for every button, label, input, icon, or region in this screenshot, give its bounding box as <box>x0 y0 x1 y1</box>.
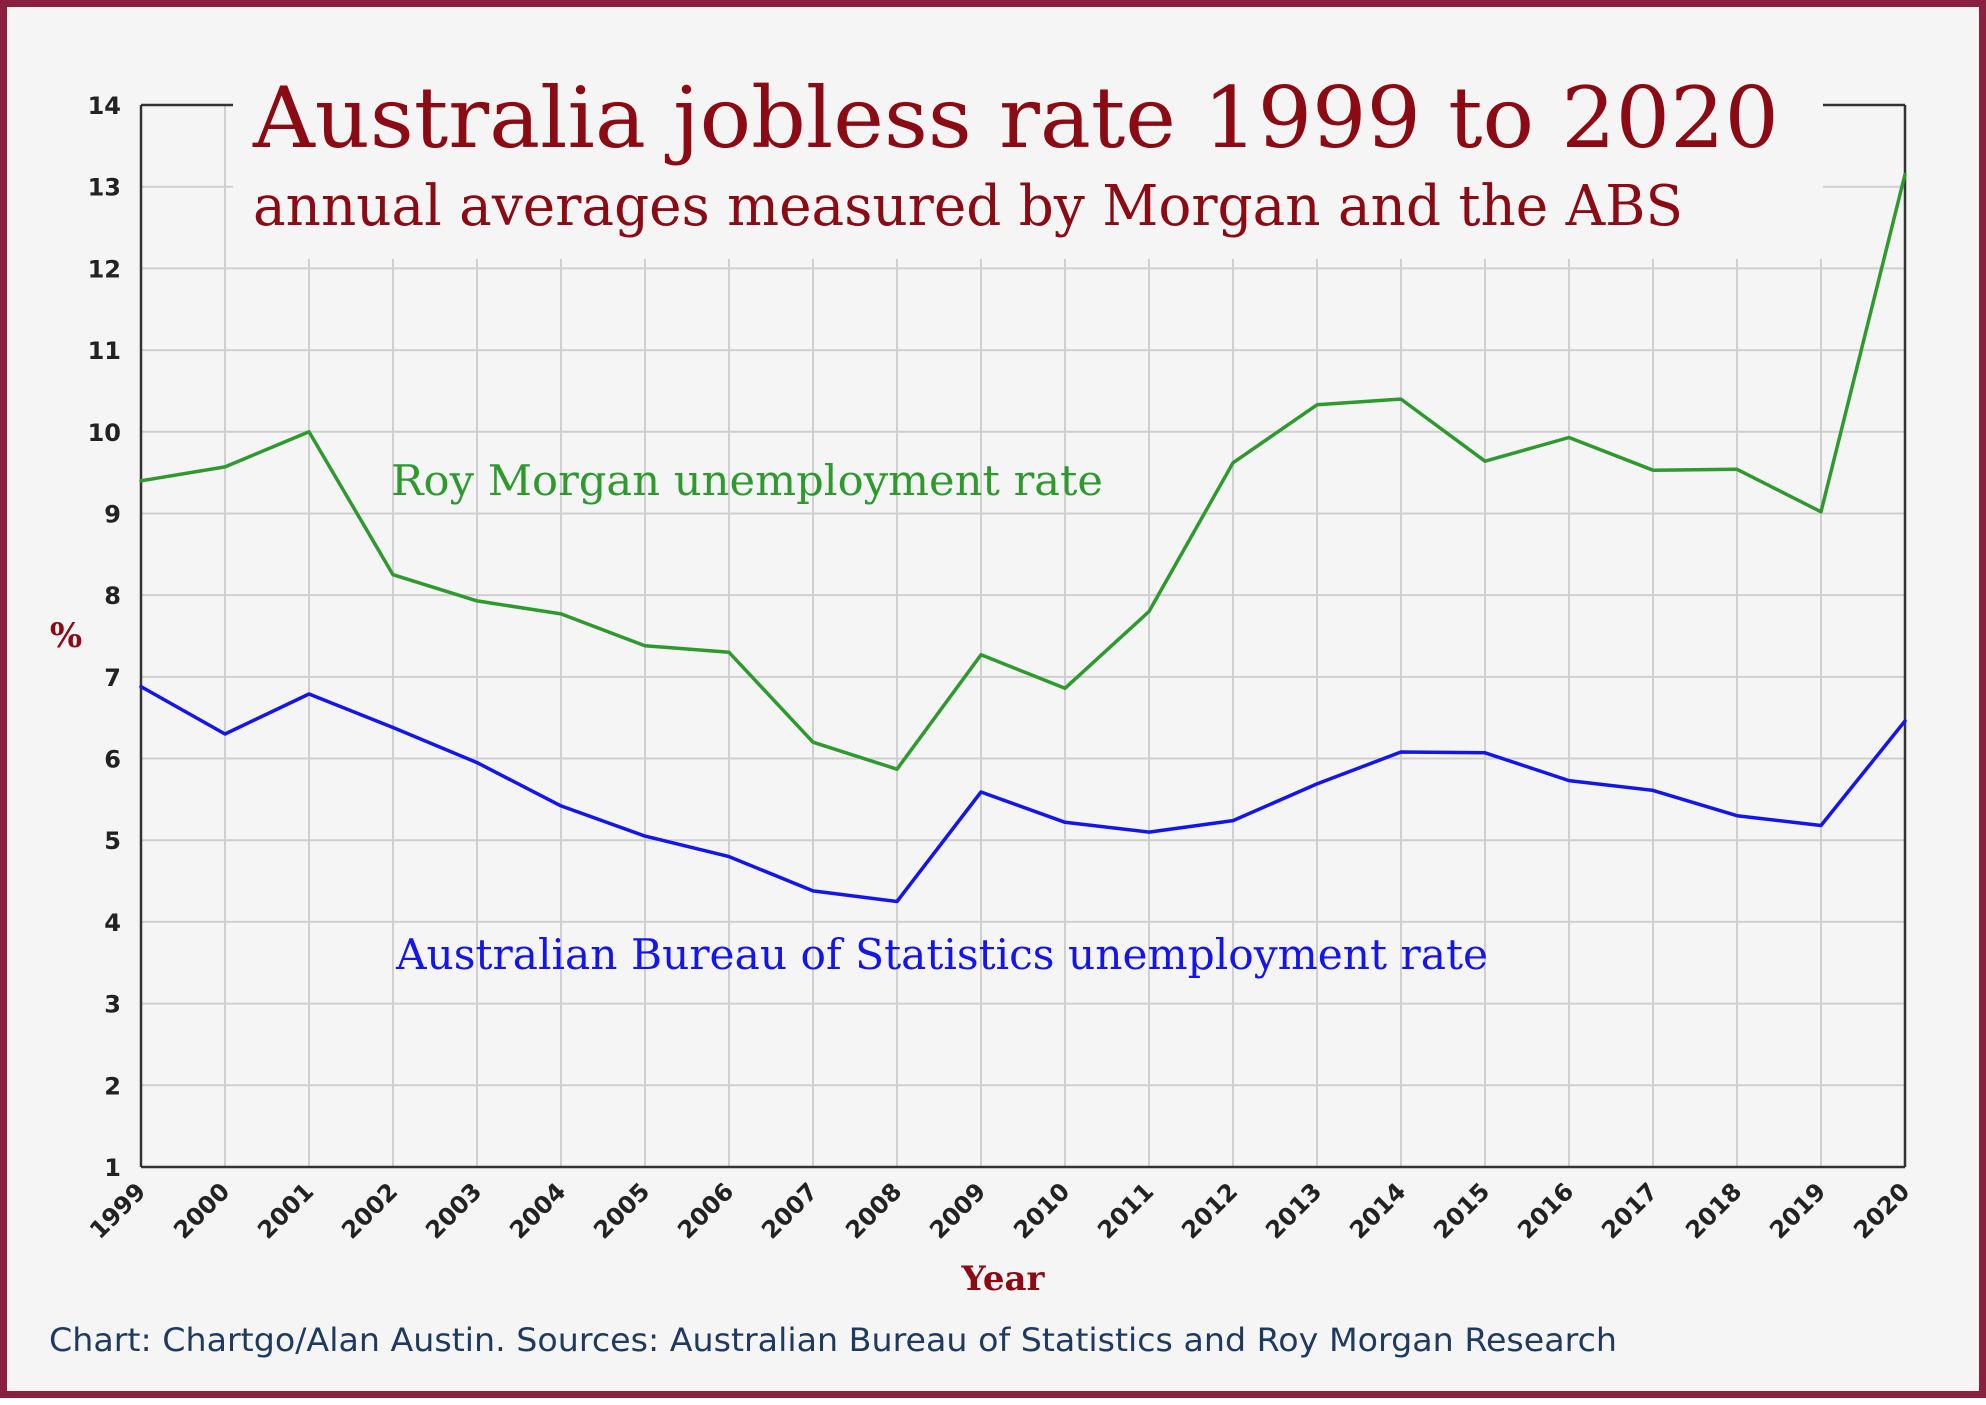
y-tick-label: 10 <box>88 419 121 447</box>
y-tick-label: 4 <box>104 909 121 937</box>
x-tick-label: 2001 <box>252 1177 319 1244</box>
x-tick-label: 2013 <box>1260 1177 1327 1244</box>
y-tick-label: 12 <box>88 255 121 283</box>
y-tick-label: 3 <box>104 991 121 1019</box>
y-tick-label: 7 <box>104 664 121 692</box>
x-tick-label: 2009 <box>924 1177 991 1244</box>
y-tick-label: 5 <box>104 827 121 855</box>
y-tick-label: 1 <box>104 1154 121 1182</box>
source-credit: Chart: Chartgo/Alan Austin. Sources: Aus… <box>49 1321 1617 1359</box>
x-tick-label: 2000 <box>168 1177 235 1244</box>
y-tick-label: 11 <box>88 337 121 365</box>
x-tick-label: 2017 <box>1596 1177 1663 1244</box>
y-tick-label: 6 <box>104 746 121 774</box>
plot-area <box>141 105 1905 1167</box>
y-tick-label: 2 <box>104 1072 121 1100</box>
x-tick-label: 2016 <box>1512 1177 1579 1244</box>
x-tick-label: 2011 <box>1092 1177 1159 1244</box>
y-axis-title: % <box>50 616 82 656</box>
x-tick-labels: 1999 2000 2001 2002 2003 2004 2005 2006 2007 2008… <box>84 1177 1915 1244</box>
x-tick-label: 2018 <box>1680 1177 1747 1244</box>
x-tick-label: 2004 <box>504 1177 571 1244</box>
x-tick-label: 2007 <box>756 1177 823 1244</box>
x-tick-label: 2010 <box>1008 1177 1075 1244</box>
x-tick-label: 2005 <box>588 1177 655 1244</box>
x-tick-label: 2014 <box>1344 1177 1411 1244</box>
series-label-morgan: Roy Morgan unemployment rate <box>391 456 1103 505</box>
x-tick-label: 1999 <box>84 1177 151 1244</box>
x-tick-label: 2019 <box>1764 1177 1831 1244</box>
y-tick-label: 8 <box>104 582 121 610</box>
chart-title: Australia jobless rate 1999 to 2020 <box>252 69 1779 167</box>
series-label-abs: Australian Bureau of Statistics unemploy… <box>395 930 1488 979</box>
x-tick-label: 2012 <box>1176 1177 1243 1244</box>
x-tick-label: 2015 <box>1428 1177 1495 1244</box>
chart-subtitle: annual averages measured by Morgan and t… <box>253 174 1683 239</box>
x-tick-label: 2006 <box>672 1177 739 1244</box>
y-tick-label: 9 <box>104 500 121 528</box>
x-tick-label: 2002 <box>336 1177 403 1244</box>
y-tick-label: 13 <box>88 174 121 202</box>
x-tick-label: 2008 <box>840 1177 907 1244</box>
y-tick-label: 14 <box>88 92 121 120</box>
x-tick-label: 2003 <box>420 1177 487 1244</box>
x-tick-label: 2020 <box>1848 1177 1915 1244</box>
x-axis-title: Year <box>961 1259 1046 1299</box>
